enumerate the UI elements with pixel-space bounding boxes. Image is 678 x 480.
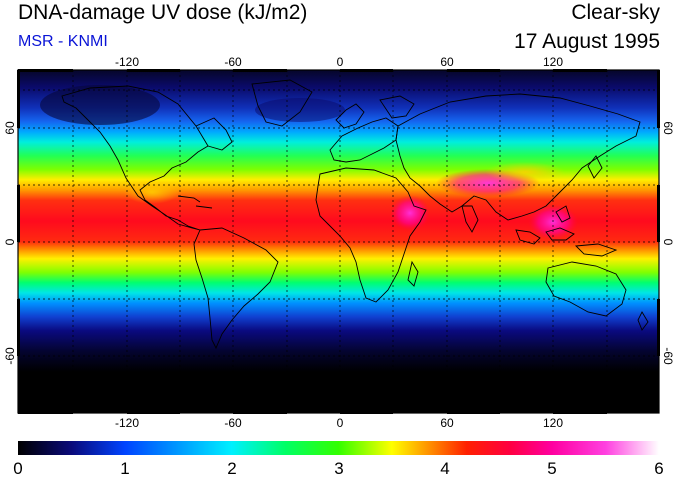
lat-tick-right-60s: -60 [661,347,675,365]
sky-condition-label: Clear-sky [571,1,660,24]
graticule [18,70,659,413]
colorbar-tick-3: 3 [334,459,343,478]
colorbar-tick-4: 4 [440,459,449,478]
lon-tick-top-60w: -60 [224,55,242,69]
uv-field [18,70,659,413]
colorbar-tick-2: 2 [227,459,236,478]
lon-tick-top-120e: 120 [543,55,563,69]
lon-tick-top-0: 0 [337,55,344,69]
lat-tick-left-60n: 60 [3,121,17,135]
map-title: DNA-damage UV dose (kJ/m2) [18,1,308,24]
lon-tick-bottom-60e: 60 [440,416,454,430]
lon-tick-bottom-120e: 120 [543,416,563,430]
map-frame [17,69,660,414]
lon-tick-bottom-120w: -120 [115,416,139,430]
lat-tick-left-0: 0 [3,238,17,245]
coastlines [18,79,659,399]
colorbar-tick-0: 0 [13,459,22,478]
source-label: MSR - KNMI [18,33,108,50]
lat-tick-right-0: 0 [661,239,675,246]
colorbar-tick-6: 6 [654,459,663,478]
lat-tick-right-60n: 60 [661,121,675,135]
lat-tick-left-60s: -60 [3,347,17,365]
date-label: 17 August 1995 [514,30,660,53]
lon-tick-bottom-60w: -60 [224,416,242,430]
lon-tick-bottom-0: 0 [337,416,344,430]
colorbar [18,441,659,455]
lon-tick-top-60e: 60 [440,55,454,69]
colorbar-tick-5: 5 [547,459,556,478]
lon-tick-top-120w: -120 [115,55,139,69]
colorbar-tick-1: 1 [120,459,129,478]
